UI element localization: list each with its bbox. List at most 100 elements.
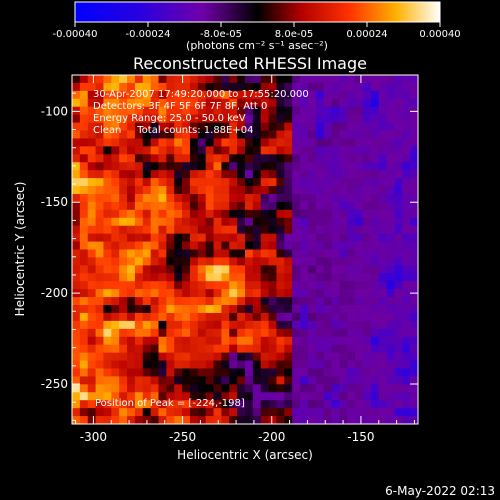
heatmap-cell bbox=[103, 273, 112, 282]
heatmap-cell bbox=[370, 193, 380, 203]
heatmap-cell bbox=[134, 162, 144, 171]
heatmap-cell bbox=[378, 305, 388, 314]
heatmap-cell bbox=[95, 328, 104, 338]
heatmap-cell bbox=[150, 360, 159, 369]
heatmap-cell bbox=[252, 416, 262, 425]
heatmap-cell bbox=[103, 312, 112, 322]
heatmap-cell bbox=[127, 320, 136, 330]
heatmap-cell bbox=[95, 320, 104, 330]
heatmap-cell bbox=[252, 146, 262, 155]
heatmap-cell bbox=[252, 186, 262, 195]
heatmap-cell bbox=[284, 281, 293, 290]
heatmap-cell bbox=[111, 146, 120, 155]
heatmap-cell bbox=[134, 130, 144, 139]
heatmap-cell bbox=[150, 106, 159, 116]
heatmap-cell bbox=[370, 297, 380, 306]
heatmap-cell bbox=[268, 360, 277, 369]
heatmap-cell bbox=[347, 130, 356, 139]
heatmap-cell bbox=[119, 98, 128, 108]
heatmap-cell bbox=[300, 376, 309, 385]
heatmap-cell bbox=[237, 249, 246, 258]
heatmap-cell bbox=[370, 249, 380, 258]
heatmap-cell bbox=[79, 82, 89, 92]
heatmap-cell bbox=[410, 281, 419, 290]
heatmap-cell bbox=[213, 297, 222, 306]
footer-date: 6-May-2022 02:13 bbox=[385, 484, 495, 498]
heatmap-cell bbox=[197, 376, 207, 385]
heatmap-cell bbox=[355, 75, 364, 84]
heatmap-cell bbox=[331, 122, 340, 132]
heatmap-cell bbox=[95, 305, 104, 314]
heatmap-cell bbox=[355, 201, 364, 211]
heatmap-cell bbox=[111, 297, 120, 306]
heatmap-cell bbox=[268, 82, 277, 92]
heatmap-cell bbox=[158, 178, 167, 187]
heatmap-cell bbox=[158, 312, 167, 322]
heatmap-cell bbox=[189, 368, 199, 377]
heatmap-cell bbox=[386, 154, 395, 163]
heatmap-cell bbox=[189, 130, 199, 139]
heatmap-cell bbox=[119, 82, 128, 92]
heatmap-cell bbox=[347, 233, 356, 243]
colorbar-tick-label: 0.00040 bbox=[419, 29, 460, 40]
heatmap-cell bbox=[229, 368, 238, 377]
heatmap-cell bbox=[103, 249, 112, 258]
heatmap-cell bbox=[284, 225, 293, 235]
heatmap-cell bbox=[119, 312, 128, 322]
heatmap-cell bbox=[402, 376, 411, 385]
heatmap-cell bbox=[268, 368, 277, 377]
heatmap-cell bbox=[119, 241, 128, 250]
heatmap-cell bbox=[72, 217, 81, 227]
heatmap-cell bbox=[355, 400, 364, 409]
heatmap-cell bbox=[245, 170, 254, 179]
heatmap-cell bbox=[331, 336, 340, 346]
heatmap-cell bbox=[229, 162, 238, 171]
heatmap-cell bbox=[245, 98, 254, 108]
heatmap-cell bbox=[174, 233, 183, 243]
heatmap-cell bbox=[95, 392, 104, 401]
heatmap-cell bbox=[292, 257, 301, 266]
heatmap-cell bbox=[292, 138, 301, 147]
heatmap-cell bbox=[276, 186, 285, 195]
heatmap-cell bbox=[362, 281, 372, 290]
heatmap-cell bbox=[252, 305, 262, 314]
heatmap-cell bbox=[300, 170, 309, 179]
heatmap-cell bbox=[355, 154, 364, 163]
heatmap-cell bbox=[394, 82, 403, 92]
heatmap-cell bbox=[260, 281, 270, 290]
heatmap-cell bbox=[174, 201, 183, 211]
heatmap-cell bbox=[111, 114, 120, 124]
heatmap-cell bbox=[119, 138, 128, 147]
heatmap-cell bbox=[229, 376, 238, 385]
heatmap-cell bbox=[189, 154, 199, 163]
heatmap-cell bbox=[134, 392, 144, 401]
heatmap-cell bbox=[205, 90, 215, 100]
heatmap-cell bbox=[72, 352, 81, 362]
heatmap-cell bbox=[292, 249, 301, 258]
heatmap-cell bbox=[276, 384, 285, 393]
heatmap-cell bbox=[252, 98, 262, 108]
heatmap-cell bbox=[221, 162, 230, 171]
heatmap-cell bbox=[111, 344, 120, 354]
heatmap-cell bbox=[307, 273, 317, 282]
heatmap-cell bbox=[245, 328, 254, 338]
heatmap-cell bbox=[213, 75, 222, 84]
heatmap-cell bbox=[276, 178, 285, 187]
heatmap-cell bbox=[127, 186, 136, 195]
heatmap-cell bbox=[307, 336, 317, 346]
heatmap-cell bbox=[370, 305, 380, 314]
heatmap-cell bbox=[205, 106, 215, 116]
heatmap-cell bbox=[205, 82, 215, 92]
heatmap-cell bbox=[182, 82, 191, 92]
heatmap-cell bbox=[300, 320, 309, 330]
heatmap-cell bbox=[229, 320, 238, 330]
heatmap-cell bbox=[245, 201, 254, 211]
heatmap-cell bbox=[370, 186, 380, 195]
heatmap-cell bbox=[300, 384, 309, 393]
heatmap-cell bbox=[347, 90, 356, 100]
heatmap-cell bbox=[245, 122, 254, 132]
heatmap-cell bbox=[292, 336, 301, 346]
heatmap-cell bbox=[79, 305, 89, 314]
heatmap-cell bbox=[229, 416, 238, 425]
heatmap-cell bbox=[189, 233, 199, 243]
